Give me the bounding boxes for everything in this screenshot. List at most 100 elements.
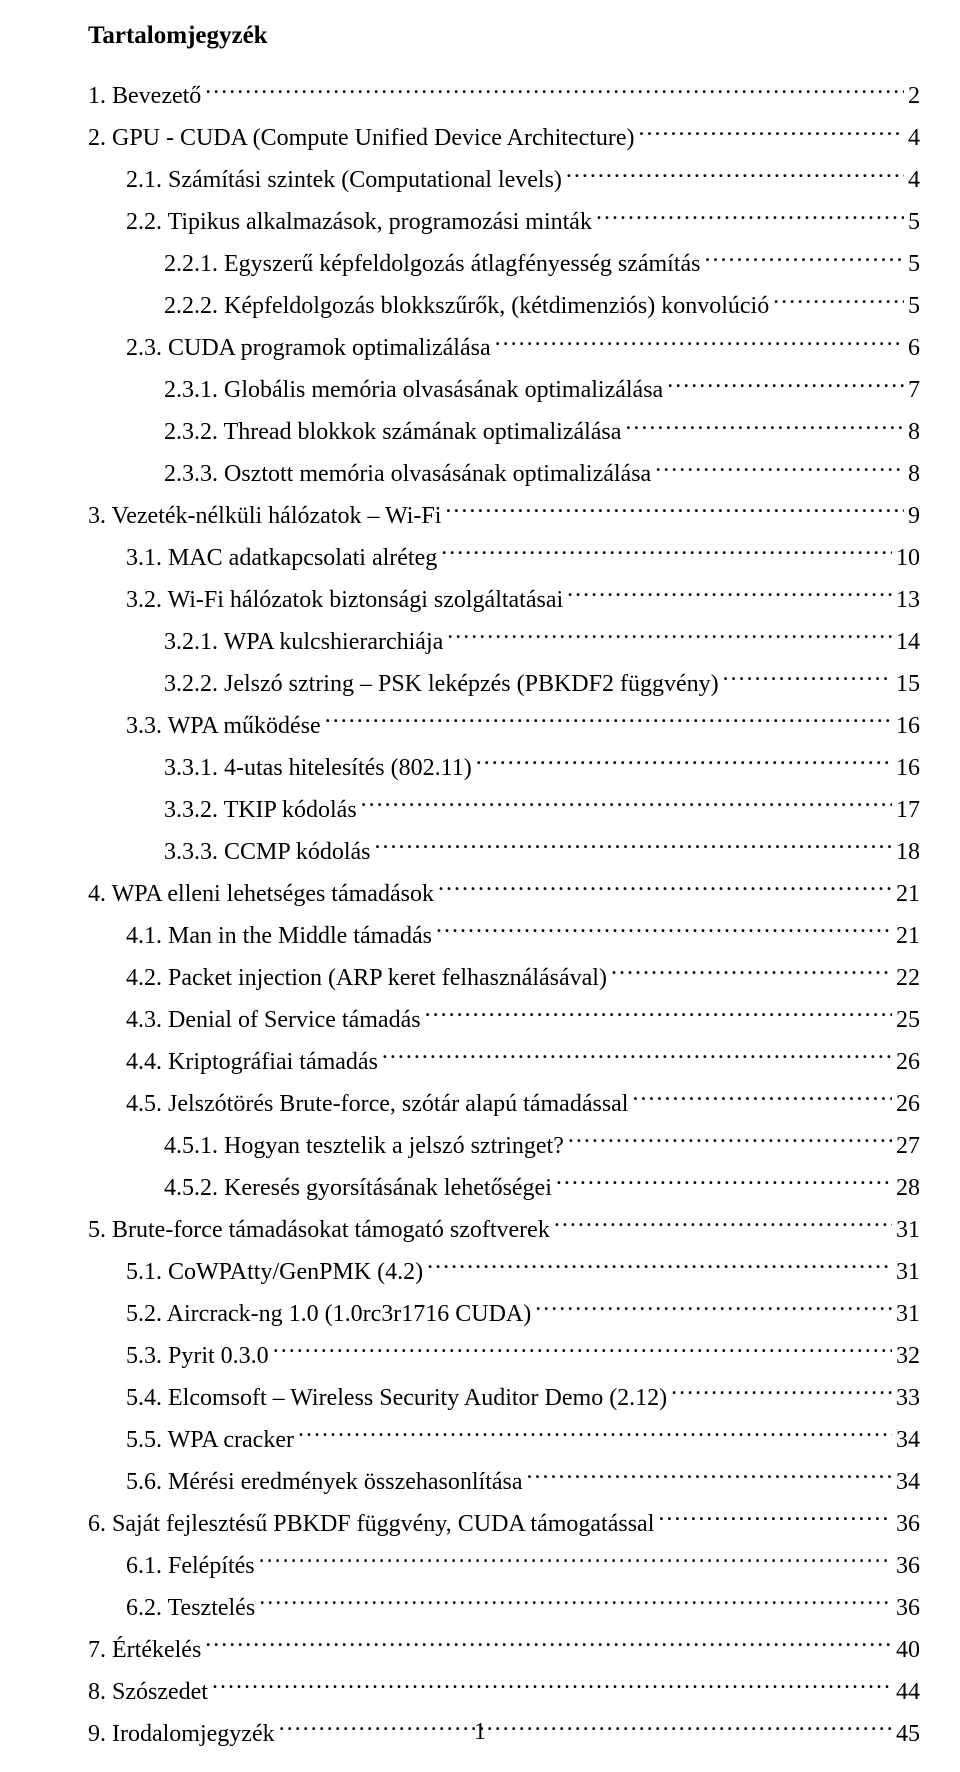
toc-entry-page: 34 <box>896 1423 920 1458</box>
toc-entry-label: 4.5.2. Keresés gyorsításának lehetőségei <box>164 1171 552 1206</box>
toc-entry: 6. Saját fejlesztésű PBKDF függvény, CUD… <box>88 1500 920 1542</box>
toc-leader-dots <box>205 1626 892 1657</box>
toc-entry: 5.4. Elcomsoft – Wireless Security Audit… <box>88 1374 920 1416</box>
toc-entry-label: 3.3.1. 4-utas hitelesítés (802.11) <box>164 751 472 786</box>
toc-entry-label: 4.4. Kriptográfiai támadás <box>126 1045 378 1080</box>
toc-leader-dots <box>273 1332 892 1363</box>
toc-entry-label: 3.3.3. CCMP kódolás <box>164 835 370 870</box>
toc-entry: 5. Brute-force támadásokat támogató szof… <box>88 1206 920 1248</box>
toc-entry-label: 5.5. WPA cracker <box>126 1423 294 1458</box>
toc-entry-page: 7 <box>908 373 920 408</box>
toc-entry-page: 36 <box>896 1591 920 1626</box>
toc-entry-label: 5.3. Pyrit 0.3.0 <box>126 1339 269 1374</box>
toc-entry-label: 4. WPA elleni lehetséges támadások <box>88 877 434 912</box>
toc-leader-dots <box>374 828 892 859</box>
toc-entry-page: 40 <box>896 1633 920 1668</box>
toc-entry: 2.3. CUDA programok optimalizálása 6 <box>88 324 920 366</box>
toc-entry-label: 2.3.2. Thread blokkok számának optimaliz… <box>164 415 621 450</box>
toc-entry: 5.3. Pyrit 0.3.0 32 <box>88 1332 920 1374</box>
toc-leader-dots <box>382 1038 892 1069</box>
toc-entry: 5.2. Aircrack-ng 1.0 (1.0rc3r1716 CUDA)3… <box>88 1290 920 1332</box>
toc-entry-page: 10 <box>896 541 920 576</box>
toc-leader-dots <box>567 576 892 607</box>
toc-entry-page: 6 <box>908 331 920 366</box>
toc-entry-page: 18 <box>896 835 920 870</box>
toc-leader-dots <box>773 282 904 313</box>
toc-leader-dots <box>625 408 904 439</box>
toc-leader-dots <box>535 1290 892 1321</box>
toc-entry-label: 4.2. Packet injection (ARP keret felhasz… <box>126 961 607 996</box>
toc-entry: 4.2. Packet injection (ARP keret felhasz… <box>88 954 920 996</box>
toc-leader-dots <box>441 534 892 565</box>
toc-list: 1. Bevezető22. GPU - CUDA (Compute Unifi… <box>88 72 920 1751</box>
toc-entry-label: 6.2. Tesztelés <box>126 1591 255 1626</box>
toc-leader-dots <box>704 240 904 271</box>
toc-entry-page: 17 <box>896 793 920 828</box>
toc-entry: 5.6. Mérési eredmények összehasonlítása3… <box>88 1458 920 1500</box>
toc-entry-label: 2.3. CUDA programok optimalizálása <box>126 331 491 366</box>
toc-entry-page: 33 <box>896 1381 920 1416</box>
toc-leader-dots <box>596 198 904 229</box>
toc-entry-label: 2.2. Tipikus alkalmazások, programozási … <box>126 205 592 240</box>
toc-entry: 5.5. WPA cracker 34 <box>88 1416 920 1458</box>
toc-entry-page: 16 <box>896 709 920 744</box>
toc-entry: 4.5. Jelszótörés Brute-force, szótár ala… <box>88 1080 920 1122</box>
toc-entry-label: 2. GPU - CUDA (Compute Unified Device Ar… <box>88 121 635 156</box>
toc-entry-label: 5.2. Aircrack-ng 1.0 (1.0rc3r1716 CUDA) <box>126 1297 531 1332</box>
toc-leader-dots <box>723 660 892 691</box>
toc-leader-dots <box>445 492 904 523</box>
toc-entry: 2.3.1. Globális memória olvasásának opti… <box>88 366 920 408</box>
toc-entry-page: 4 <box>908 121 920 156</box>
toc-entry: 3. Vezeték-nélküli hálózatok – Wi-Fi9 <box>88 492 920 534</box>
toc-entry-page: 15 <box>896 667 920 702</box>
toc-entry: 3.2.2. Jelszó sztring – PSK leképzés (PB… <box>88 660 920 702</box>
toc-entry-label: 3.2.1. WPA kulcshierarchiája <box>164 625 443 660</box>
toc-entry: 7. Értékelés40 <box>88 1626 920 1668</box>
toc-entry: 4. WPA elleni lehetséges támadások21 <box>88 870 920 912</box>
toc-entry: 3.3.1. 4-utas hitelesítés (802.11) 16 <box>88 744 920 786</box>
toc-entry-page: 9 <box>908 499 920 534</box>
toc-entry-page: 16 <box>896 751 920 786</box>
toc-entry: 2.2. Tipikus alkalmazások, programozási … <box>88 198 920 240</box>
toc-leader-dots <box>259 1584 892 1615</box>
toc-entry-page: 27 <box>896 1129 920 1164</box>
toc-entry-page: 44 <box>896 1675 920 1710</box>
toc-entry-page: 13 <box>896 583 920 618</box>
toc-entry: 6.1. Felépítés36 <box>88 1542 920 1584</box>
toc-entry: 3.2.1. WPA kulcshierarchiája14 <box>88 618 920 660</box>
toc-leader-dots <box>556 1164 892 1195</box>
toc-entry-page: 26 <box>896 1087 920 1122</box>
toc-leader-dots <box>667 366 904 397</box>
toc-entry: 3.3. WPA működése16 <box>88 702 920 744</box>
toc-entry-label: 5. Brute-force támadásokat támogató szof… <box>88 1213 550 1248</box>
toc-leader-dots <box>611 954 892 985</box>
toc-entry-label: 1. Bevezető <box>88 79 201 114</box>
toc-entry-page: 32 <box>896 1339 920 1374</box>
toc-entry: 3.3.3. CCMP kódolás 18 <box>88 828 920 870</box>
toc-leader-dots <box>205 72 904 103</box>
toc-entry-label: 3.2. Wi-Fi hálózatok biztonsági szolgált… <box>126 583 563 618</box>
page-number: 1 <box>0 1715 960 1750</box>
toc-entry-label: 3.2.2. Jelszó sztring – PSK leképzés (PB… <box>164 667 719 702</box>
toc-title: Tartalomjegyzék <box>88 18 920 54</box>
toc-entry-page: 8 <box>908 457 920 492</box>
toc-entry-page: 5 <box>908 289 920 324</box>
toc-leader-dots <box>671 1374 892 1405</box>
toc-entry: 5.1. CoWPAtty/GenPMK (4.2)31 <box>88 1248 920 1290</box>
toc-entry-label: 3.1. MAC adatkapcsolati alréteg <box>126 541 437 576</box>
toc-entry-page: 4 <box>908 163 920 198</box>
toc-entry-label: 4.1. Man in the Middle támadás <box>126 919 432 954</box>
toc-entry-label: 4.3. Denial of Service támadás <box>126 1003 421 1038</box>
toc-entry-label: 5.6. Mérési eredmények összehasonlítása <box>126 1465 523 1500</box>
toc-leader-dots <box>436 912 892 943</box>
toc-entry: 2. GPU - CUDA (Compute Unified Device Ar… <box>88 114 920 156</box>
toc-entry: 3.3.2. TKIP kódolás17 <box>88 786 920 828</box>
toc-entry-label: 2.2.1. Egyszerű képfeldolgozás átlagfény… <box>164 247 700 282</box>
toc-leader-dots <box>212 1668 892 1699</box>
toc-entry-label: 4.5.1. Hogyan tesztelik a jelszó sztring… <box>164 1129 564 1164</box>
toc-leader-dots <box>655 450 904 481</box>
toc-entry: 4.1. Man in the Middle támadás21 <box>88 912 920 954</box>
toc-entry-label: 5.4. Elcomsoft – Wireless Security Audit… <box>126 1381 667 1416</box>
toc-entry: 2.3.3. Osztott memória olvasásának optim… <box>88 450 920 492</box>
toc-entry: 6.2. Tesztelés 36 <box>88 1584 920 1626</box>
